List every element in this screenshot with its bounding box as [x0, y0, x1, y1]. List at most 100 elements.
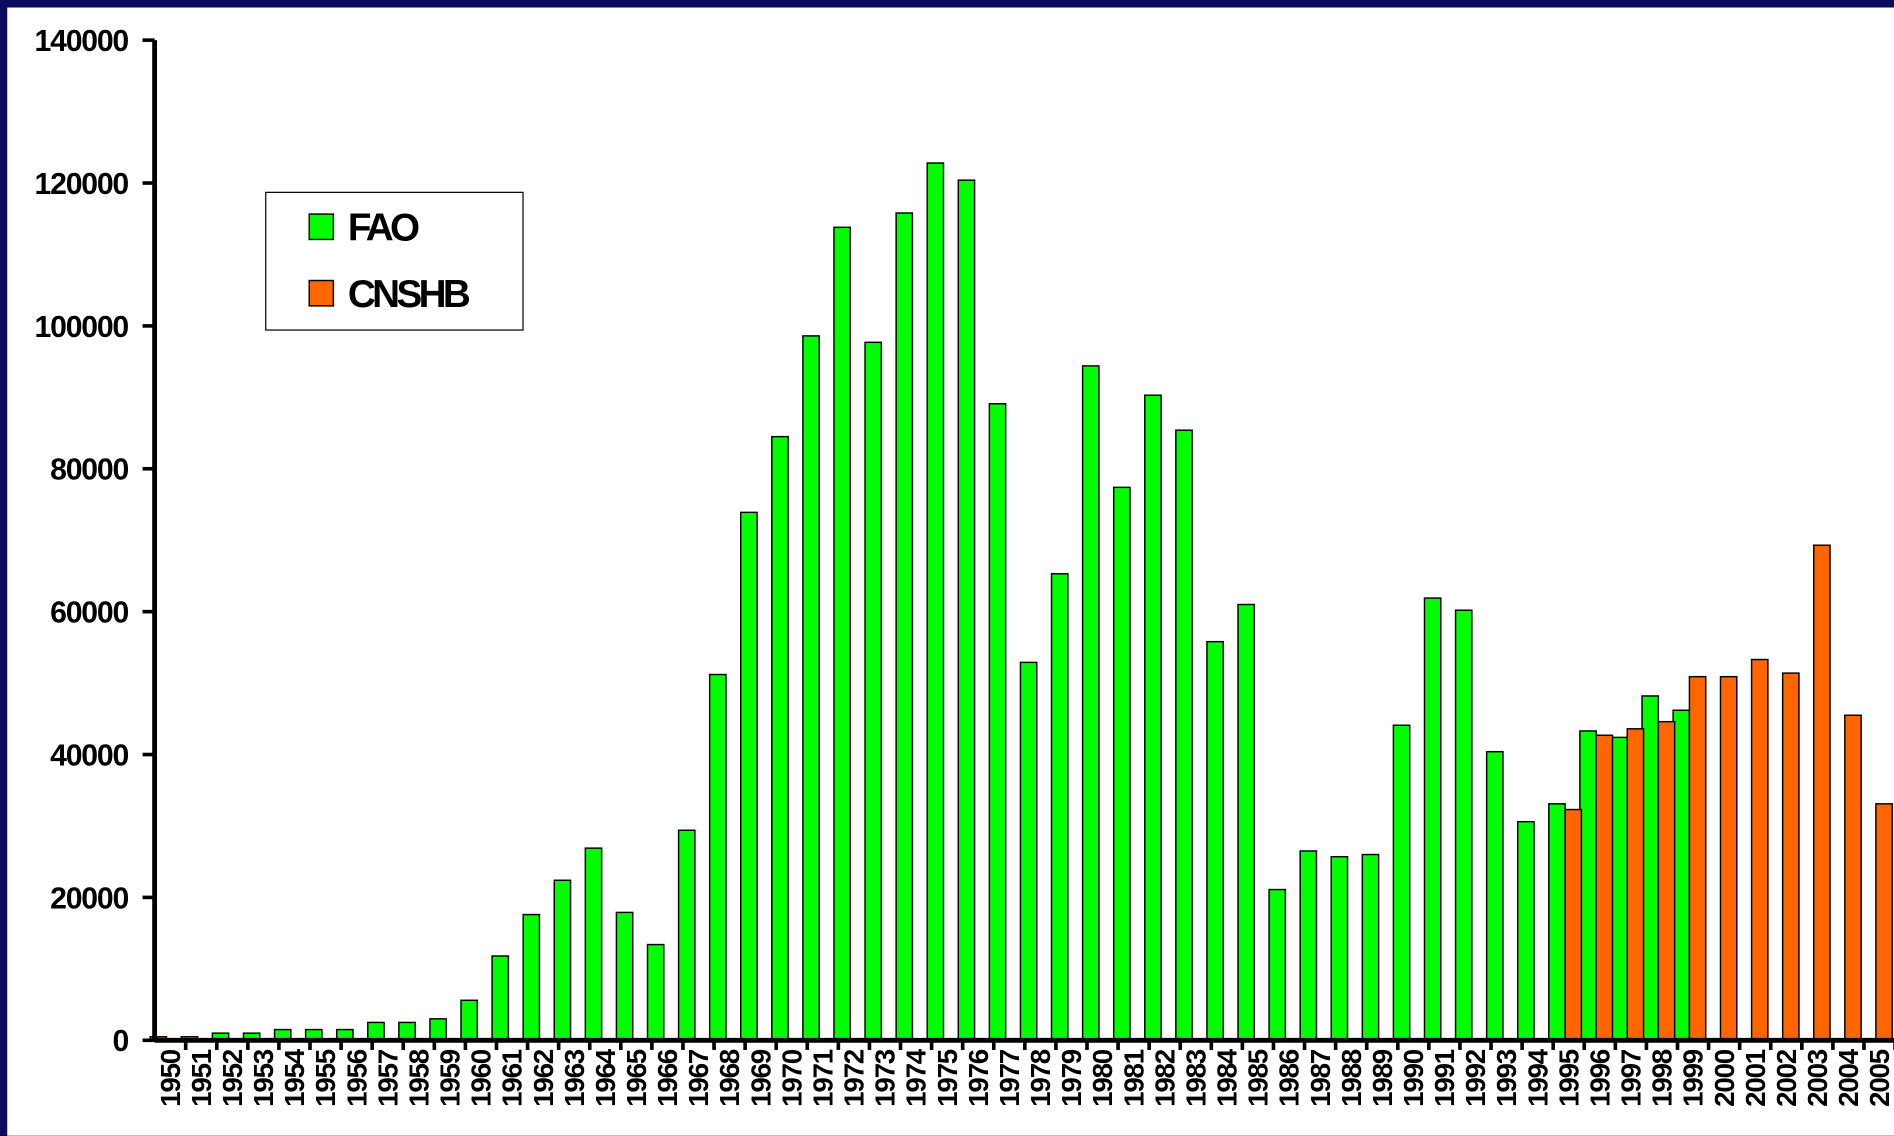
bar — [429, 1018, 447, 1042]
bar — [1112, 486, 1131, 1042]
x-tick-label: 1971 — [807, 1049, 838, 1107]
y-tick-label: 20000 — [50, 882, 128, 915]
bar — [1579, 730, 1597, 1042]
x-tick-label: 1957 — [372, 1049, 403, 1107]
x-tick-label: 1993 — [1491, 1049, 1522, 1107]
x-tick-label: 1989 — [1367, 1049, 1398, 1107]
bar — [1875, 803, 1893, 1042]
x-tick-label: 1977 — [994, 1049, 1025, 1107]
bar — [677, 829, 696, 1042]
y-tick-label: 80000 — [50, 454, 128, 487]
bar — [1626, 728, 1645, 1042]
x-tick-label: 2000 — [1709, 1049, 1740, 1107]
x-tick-label: 2003 — [1802, 1049, 1833, 1107]
bar — [833, 226, 852, 1042]
bar — [1423, 597, 1442, 1042]
x-tick-label: 1961 — [497, 1049, 528, 1107]
y-tick-label: 120000 — [35, 168, 129, 201]
x-tick-label: 1992 — [1460, 1049, 1491, 1107]
bar — [740, 511, 758, 1042]
legend-label: FAO — [348, 207, 419, 250]
x-tick-label: 1979 — [1056, 1049, 1087, 1107]
bar — [1688, 675, 1707, 1042]
y-tick-label: 40000 — [50, 739, 128, 772]
bar — [1299, 850, 1318, 1042]
x-tick-label: 1965 — [621, 1049, 652, 1107]
x-tick-label: 1956 — [341, 1049, 372, 1107]
legend: FAO CNSHB — [265, 191, 524, 331]
y-tick-label: 100000 — [35, 311, 129, 344]
bar — [646, 943, 665, 1042]
bar — [1641, 695, 1660, 1042]
x-tick-label: 1997 — [1616, 1049, 1647, 1107]
x-tick-label: 1954 — [279, 1048, 310, 1107]
x-tick-label: 1984 — [1212, 1048, 1243, 1107]
bar — [1610, 736, 1628, 1042]
x-tick-label: 1964 — [590, 1048, 621, 1107]
x-tick-label: 1999 — [1678, 1049, 1709, 1107]
x-tick-label: 1963 — [559, 1049, 590, 1107]
x-tick-label: 1995 — [1553, 1049, 1584, 1107]
bar — [708, 673, 727, 1042]
x-tick-label: 2005 — [1864, 1049, 1894, 1107]
x-tick-label: 1974 — [901, 1048, 932, 1107]
bar — [1813, 544, 1831, 1042]
bar — [1564, 808, 1583, 1042]
bar — [553, 879, 572, 1042]
bar — [1672, 709, 1691, 1042]
x-tick-label: 1950 — [155, 1049, 186, 1107]
x-tick-label: 1996 — [1584, 1049, 1615, 1107]
bar — [1237, 603, 1256, 1042]
bar — [895, 212, 914, 1042]
bar — [615, 911, 634, 1042]
bar — [1206, 640, 1224, 1042]
x-tick-label: 1970 — [776, 1049, 807, 1107]
bar — [864, 341, 883, 1042]
x-tick-label: 1958 — [403, 1049, 434, 1107]
bar — [1019, 661, 1038, 1042]
bar — [1844, 714, 1862, 1042]
x-tick-label: 1980 — [1087, 1049, 1118, 1107]
bar — [367, 1021, 385, 1042]
bar — [957, 179, 976, 1042]
bar — [1781, 672, 1800, 1042]
legend-swatch — [308, 279, 335, 307]
x-tick-label: 1988 — [1336, 1049, 1367, 1107]
x-tick-label: 1955 — [310, 1049, 341, 1107]
bar — [1516, 820, 1535, 1042]
bar — [771, 435, 789, 1042]
bar — [1750, 658, 1769, 1042]
y-tick-label: 140000 — [35, 25, 129, 58]
x-tick-label: 1978 — [1025, 1049, 1056, 1107]
x-tick-label: 1985 — [1243, 1049, 1274, 1107]
x-tick-label: 1976 — [963, 1049, 994, 1107]
x-tick-label: 1973 — [870, 1049, 901, 1107]
bar — [1268, 888, 1287, 1042]
x-tick-label: 1968 — [714, 1049, 745, 1107]
bar — [491, 955, 510, 1042]
x-tick-label: 1975 — [932, 1049, 963, 1107]
bar — [802, 335, 820, 1042]
bar — [398, 1021, 416, 1042]
bar — [460, 999, 479, 1042]
bar — [1454, 609, 1473, 1042]
bar — [522, 913, 541, 1042]
bar — [1485, 750, 1504, 1042]
bar — [1392, 724, 1411, 1042]
bar — [1175, 429, 1193, 1042]
x-tick-label: 1951 — [186, 1049, 217, 1107]
bar — [584, 847, 603, 1042]
x-tick-label: 1987 — [1305, 1049, 1336, 1107]
x-tick-label: 1969 — [745, 1049, 776, 1107]
x-tick-label: 1962 — [528, 1049, 559, 1107]
x-tick-label: 1967 — [683, 1049, 714, 1107]
bar — [1081, 365, 1100, 1042]
legend-label: CNSHB — [348, 273, 470, 316]
x-tick-label: 1990 — [1398, 1049, 1429, 1107]
x-tick-label: 1982 — [1149, 1049, 1180, 1107]
y-tick-label: 0 — [112, 1025, 128, 1058]
x-tick-label: 2002 — [1771, 1049, 1802, 1107]
x-tick-label: 1966 — [652, 1049, 683, 1107]
